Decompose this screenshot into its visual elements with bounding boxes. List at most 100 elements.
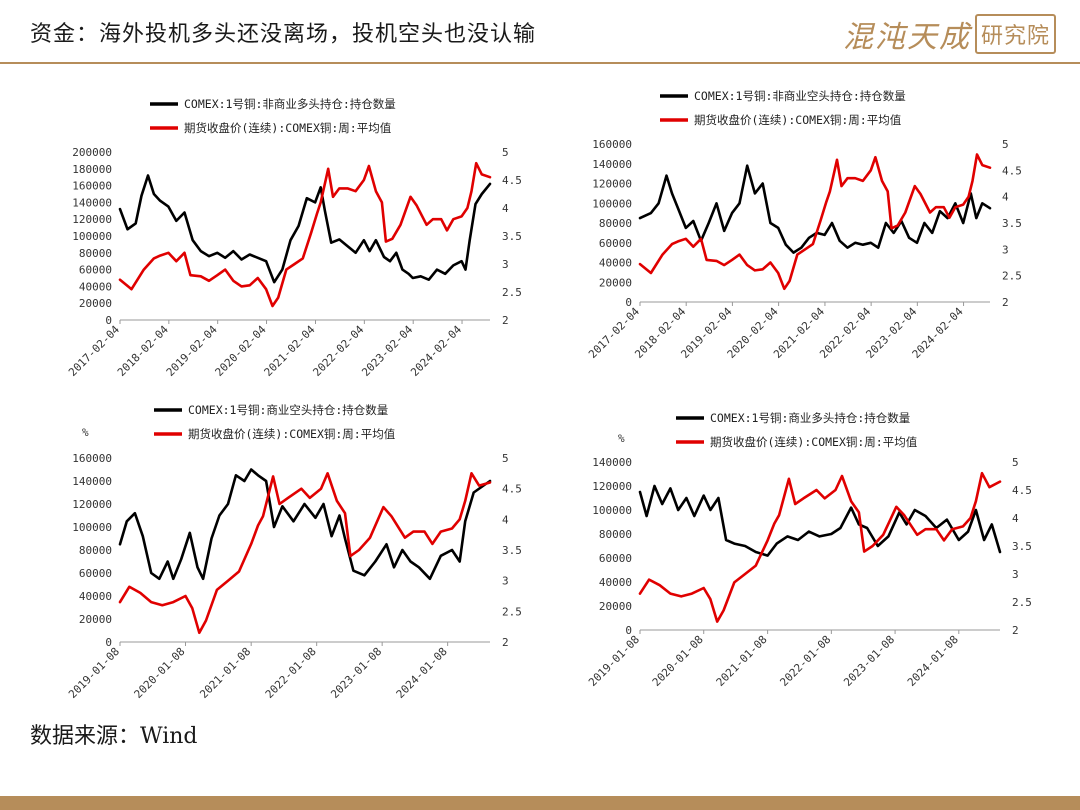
series-line-positions — [638, 484, 1002, 557]
y-right-tick-label: 5 — [1012, 456, 1019, 469]
y-right-tick-label: 4 — [502, 513, 509, 526]
page-title: 资金：海外投机多头还没离场，投机空头也没认输 — [30, 22, 537, 47]
y-right-tick-label: 2 — [1012, 624, 1019, 637]
y-right-tick-label: 4.5 — [1012, 484, 1032, 497]
y-right-tick-label: 2.5 — [1012, 596, 1032, 609]
y-right-tick-label: 4.5 — [1002, 164, 1022, 177]
chart-commercial-short: COMEX:1号铜:商业空头持仓:持仓数量期货收盘价(连续):COMEX铜:周:… — [66, 403, 522, 701]
series-line-price — [118, 472, 492, 635]
data-source: 数据来源：Wind — [30, 724, 198, 749]
y-left-tick-label: 0 — [105, 314, 112, 327]
y-left-tick-label: 0 — [625, 296, 632, 309]
y-right-tick-label: 4 — [1002, 191, 1009, 204]
x-tick-label: 2024-01-08 — [394, 645, 450, 701]
x-tick-label: 2020-01-08 — [650, 633, 706, 689]
y-left-tick-label: 20000 — [599, 276, 632, 289]
y-right-tick-label: 2.5 — [502, 286, 522, 299]
y-right-tick-label: 4.5 — [502, 483, 522, 496]
x-tick-label: 2022-02-04 — [310, 323, 366, 379]
y-left-tick-label: 140000 — [72, 475, 112, 488]
y-axis-label: % — [82, 426, 89, 439]
series-line-price — [638, 471, 1002, 623]
y-right-tick-label: 3 — [1002, 243, 1009, 256]
y-right-tick-label: 5 — [1002, 138, 1009, 151]
y-left-tick-label: 40000 — [79, 280, 112, 293]
x-tick-label: 2024-01-08 — [905, 633, 961, 689]
y-right-tick-label: 5 — [502, 146, 509, 159]
y-right-tick-label: 4.5 — [502, 174, 522, 187]
x-tick-label: 2023-01-08 — [328, 645, 384, 701]
series-line-positions — [118, 468, 492, 581]
y-left-tick-label: 0 — [105, 636, 112, 649]
x-tick-label: 2021-01-08 — [197, 645, 253, 701]
y-right-tick-label: 3.5 — [502, 544, 522, 557]
x-tick-label: 2019-01-08 — [586, 633, 642, 689]
x-tick-label: 2019-01-08 — [66, 645, 122, 701]
x-tick-label: 2022-01-08 — [263, 645, 319, 701]
chart-noncommercial-short: COMEX:1号铜:非商业空头持仓:持仓数量期货收盘价(连续):COMEX铜:周… — [586, 89, 1022, 361]
y-left-tick-label: 120000 — [592, 178, 632, 191]
y-left-tick-label: 100000 — [592, 197, 632, 210]
series-line-price — [118, 161, 492, 308]
y-left-tick-label: 20000 — [599, 600, 632, 613]
y-left-tick-label: 140000 — [592, 158, 632, 171]
y-right-tick-label: 2 — [1002, 296, 1009, 309]
y-left-tick-label: 60000 — [599, 552, 632, 565]
legend-label: 期货收盘价(连续):COMEX铜:周:平均值 — [710, 435, 918, 449]
y-left-tick-label: 100000 — [72, 521, 112, 534]
y-left-tick-label: 40000 — [599, 576, 632, 589]
y-right-tick-label: 3 — [502, 575, 509, 588]
legend-label: COMEX:1号铜:非商业多头持仓:持仓数量 — [184, 97, 396, 111]
x-tick-label: 2023-01-08 — [841, 633, 897, 689]
legend-label: COMEX:1号铜:非商业空头持仓:持仓数量 — [694, 89, 906, 103]
y-left-tick-label: 80000 — [79, 247, 112, 260]
y-left-tick-label: 20000 — [79, 613, 112, 626]
brand-name: 混沌天成 — [842, 20, 971, 55]
y-left-tick-label: 140000 — [592, 456, 632, 469]
y-right-tick-label: 3 — [502, 258, 509, 271]
x-tick-label: 2022-01-08 — [777, 633, 833, 689]
footer-bar — [0, 796, 1080, 810]
x-tick-label: 2023-02-04 — [359, 323, 415, 379]
y-right-tick-label: 3.5 — [1012, 540, 1032, 553]
y-left-tick-label: 80000 — [599, 217, 632, 230]
brand-tag: 研究院 — [974, 14, 1056, 54]
y-left-tick-label: 80000 — [79, 544, 112, 557]
x-tick-label: 2021-01-08 — [714, 633, 770, 689]
header-divider — [0, 62, 1080, 64]
y-left-tick-label: 60000 — [79, 264, 112, 277]
x-tick-label: 2021-02-04 — [262, 323, 318, 379]
x-tick-label: 2024-02-04 — [408, 323, 464, 379]
legend-label: 期货收盘价(连续):COMEX铜:周:平均值 — [184, 121, 392, 135]
series-line-positions — [118, 174, 492, 284]
legend-label: 期货收盘价(连续):COMEX铜:周:平均值 — [694, 113, 902, 127]
y-left-tick-label: 100000 — [592, 504, 632, 517]
y-right-tick-label: 4 — [502, 202, 509, 215]
y-right-tick-label: 2.5 — [502, 605, 522, 618]
y-left-tick-label: 60000 — [599, 237, 632, 250]
x-tick-label: 2018-02-04 — [115, 323, 171, 379]
y-left-tick-label: 0 — [625, 624, 632, 637]
y-axis-label: % — [618, 432, 625, 445]
y-left-tick-label: 100000 — [72, 230, 112, 243]
y-left-tick-label: 200000 — [72, 146, 112, 159]
x-tick-label: 2020-02-04 — [213, 323, 269, 379]
y-left-tick-label: 180000 — [72, 163, 112, 176]
y-left-tick-label: 60000 — [79, 567, 112, 580]
y-right-tick-label: 5 — [502, 452, 509, 465]
y-left-tick-label: 80000 — [599, 528, 632, 541]
y-right-tick-label: 3.5 — [502, 230, 522, 243]
y-left-tick-label: 160000 — [72, 180, 112, 193]
x-tick-label: 2020-01-08 — [132, 645, 188, 701]
y-right-tick-label: 2 — [502, 636, 509, 649]
y-left-tick-label: 120000 — [592, 480, 632, 493]
x-tick-label: 2019-02-04 — [164, 323, 220, 379]
y-left-tick-label: 20000 — [79, 297, 112, 310]
y-right-tick-label: 3 — [1012, 568, 1019, 581]
y-left-tick-label: 160000 — [592, 138, 632, 151]
legend-label: COMEX:1号铜:商业多头持仓:持仓数量 — [710, 411, 910, 425]
y-right-tick-label: 4 — [1012, 512, 1019, 525]
chart-commercial-long: COMEX:1号铜:商业多头持仓:持仓数量期货收盘价(连续):COMEX铜:周:… — [586, 411, 1032, 689]
y-right-tick-label: 2.5 — [1002, 270, 1022, 283]
y-left-tick-label: 160000 — [72, 452, 112, 465]
